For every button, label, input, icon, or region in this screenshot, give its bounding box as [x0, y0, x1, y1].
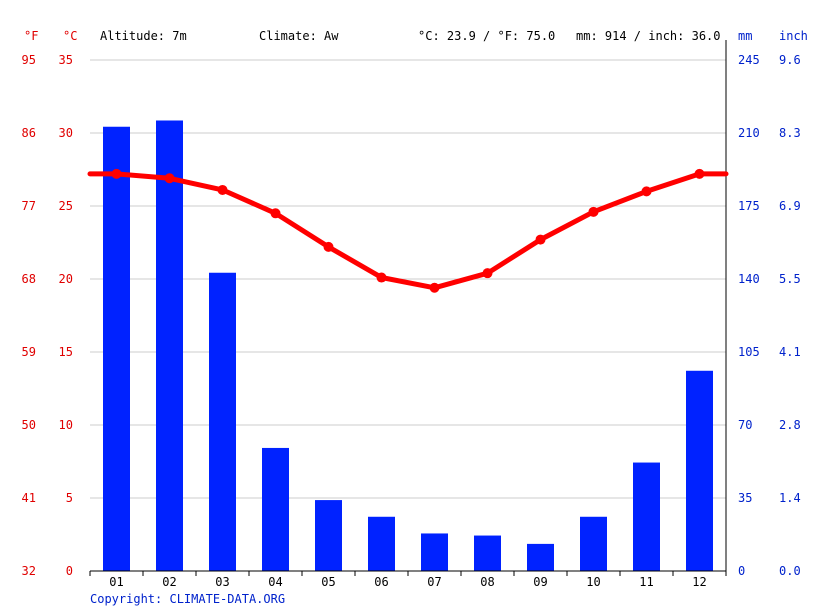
mm-unit-label: mm	[738, 29, 753, 43]
precipitation-bar	[209, 272, 236, 571]
mm-tick-label: 70	[738, 418, 752, 432]
inch-tick-label: 6.9	[779, 199, 801, 213]
precipitation-bar	[368, 516, 395, 571]
celsius-tick-label: 5	[66, 491, 73, 505]
celsius-tick-label: 35	[59, 53, 73, 67]
precipitation-bar	[527, 543, 554, 571]
temperature-point	[429, 282, 440, 293]
month-tick-label: 12	[692, 575, 706, 589]
month-tick-label: 10	[586, 575, 600, 589]
month-tick-label: 07	[427, 575, 441, 589]
inch-tick-label: 5.5	[779, 272, 801, 286]
precipitation-bar	[103, 126, 130, 571]
precipitation-bar	[633, 462, 660, 571]
temperature-point	[694, 168, 705, 179]
celsius-tick-label: 0	[66, 564, 73, 578]
climate-label: Climate: Aw	[259, 29, 339, 43]
inch-tick-label: 9.6	[779, 53, 801, 67]
altitude-label: Altitude: 7m	[100, 29, 187, 43]
temperature-point	[217, 184, 228, 195]
tick-labels: 32 0 0 0.0 41 5 35 1.4 50 10 70 2.8 59 15 105 4.1 68 20 14…	[22, 53, 801, 589]
fahrenheit-tick-label: 59	[22, 345, 36, 359]
inch-tick-label: 2.8	[779, 418, 801, 432]
celsius-tick-label: 25	[59, 199, 73, 213]
temperature-line	[87, 168, 729, 293]
temperature-summary: °C: 23.9 / °F: 75.0	[418, 29, 556, 43]
mm-tick-label: 105	[738, 345, 760, 359]
axes	[89, 40, 727, 576]
inch-tick-label: 0.0	[779, 564, 801, 578]
mm-tick-label: 35	[738, 491, 752, 505]
temperature-point	[588, 206, 599, 217]
temperature-point	[641, 186, 652, 197]
mm-tick-label: 245	[738, 53, 760, 67]
precipitation-bar	[156, 120, 183, 571]
celsius-tick-label: 10	[59, 418, 73, 432]
mm-tick-label: 175	[738, 199, 760, 213]
temperature-point	[323, 241, 334, 252]
celsius-tick-label: 15	[59, 345, 73, 359]
fahrenheit-tick-label: 77	[22, 199, 36, 213]
temperature-point	[164, 173, 175, 184]
inch-tick-label: 4.1	[779, 345, 801, 359]
precipitation-bar	[686, 370, 713, 571]
inch-tick-label: 8.3	[779, 126, 801, 140]
celsius-tick-label: 30	[59, 126, 73, 140]
month-tick-label: 05	[321, 575, 335, 589]
month-tick-label: 09	[533, 575, 547, 589]
copyright-link[interactable]: Copyright: CLIMATE-DATA.ORG	[90, 592, 286, 606]
fahrenheit-tick-label: 95	[22, 53, 36, 67]
month-tick-label: 08	[480, 575, 494, 589]
fahrenheit-tick-label: 50	[22, 418, 36, 432]
fahrenheit-tick-label: 86	[22, 126, 36, 140]
gridlines	[90, 59, 726, 499]
temperature-point	[535, 234, 546, 245]
mm-tick-label: 140	[738, 272, 760, 286]
fahrenheit-tick-label: 68	[22, 272, 36, 286]
fahrenheit-unit-label: °F	[24, 29, 39, 43]
precipitation-bar	[421, 533, 448, 571]
month-tick-label: 03	[215, 575, 229, 589]
fahrenheit-tick-label: 41	[22, 491, 36, 505]
temperature-point	[270, 208, 281, 219]
mm-tick-label: 0	[738, 564, 745, 578]
temperature-path	[87, 171, 729, 291]
precipitation-bar	[262, 447, 289, 571]
month-tick-label: 01	[109, 575, 123, 589]
precipitation-bar	[474, 535, 501, 571]
inch-tick-label: 1.4	[779, 491, 801, 505]
inch-unit-label: inch	[779, 29, 808, 43]
celsius-tick-label: 20	[59, 272, 73, 286]
month-tick-label: 06	[374, 575, 388, 589]
temperature-point	[482, 268, 493, 279]
precipitation-summary: mm: 914 / inch: 36.0	[576, 29, 721, 43]
mm-tick-label: 210	[738, 126, 760, 140]
precipitation-bar	[580, 516, 607, 571]
temperature-point	[376, 272, 387, 283]
fahrenheit-tick-label: 32	[22, 564, 36, 578]
precipitation-bar	[315, 500, 342, 571]
celsius-unit-label: °C	[63, 29, 78, 43]
precipitation-bars	[103, 120, 713, 571]
month-tick-label: 11	[639, 575, 653, 589]
month-tick-label: 02	[162, 575, 176, 589]
temperature-point	[111, 168, 122, 179]
month-tick-label: 04	[268, 575, 282, 589]
